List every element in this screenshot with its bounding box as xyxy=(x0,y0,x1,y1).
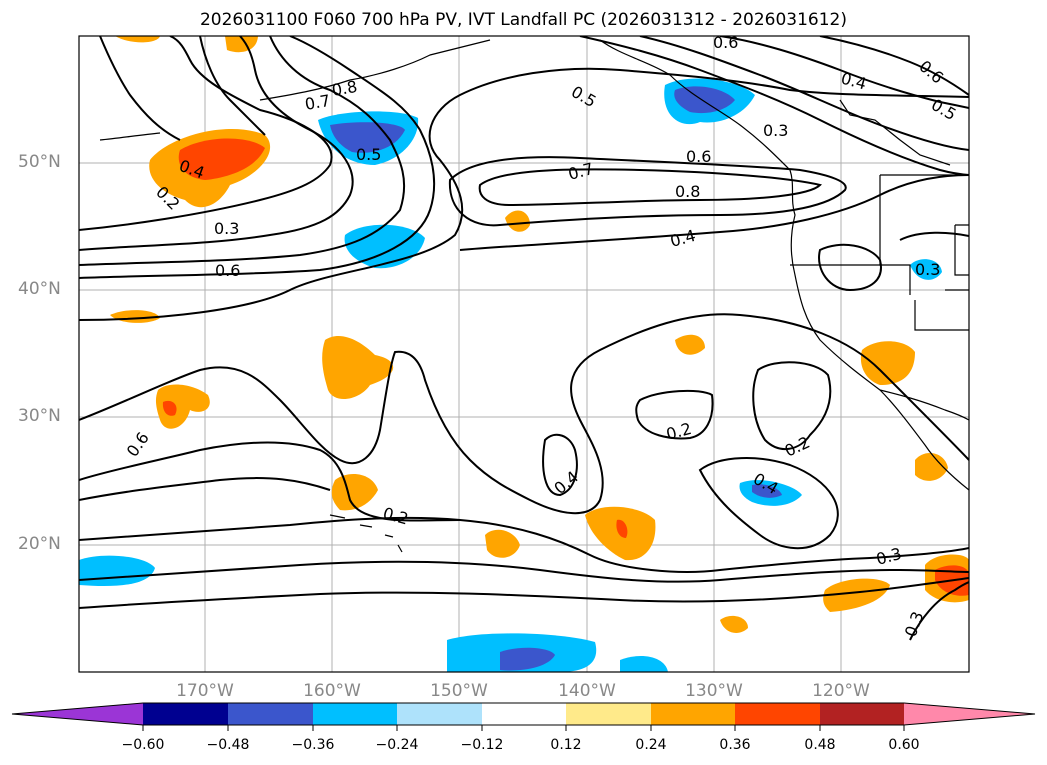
anomaly-positive-center-1 xyxy=(322,335,394,400)
colorbar-tick-label: 0.48 xyxy=(804,737,836,753)
anomaly-positive-south-1-core xyxy=(616,519,628,538)
anomaly-positive-small-1 xyxy=(505,210,530,232)
anomaly-positive-hawaii xyxy=(485,529,520,558)
coastlines xyxy=(99,39,969,553)
anomaly-positive-south-2 xyxy=(823,578,890,612)
contour-label-0-8-center: 0.8 xyxy=(675,182,700,201)
colorbar-bin-2 xyxy=(228,703,313,725)
lon-label-150w: 150°W xyxy=(430,681,488,701)
anomaly-negative-gulf-core xyxy=(330,122,405,153)
anomaly-positive-mexico xyxy=(915,453,948,481)
map-plot-area: 0.6 0.4 0.6 0.5 0.8 0.7 0.5 0.3 0.4 0.2 … xyxy=(79,33,969,672)
colorbar-tick-label: 0.24 xyxy=(635,737,667,753)
anomaly-positive-aleutian-core xyxy=(178,138,265,180)
colorbar-bin-8 xyxy=(735,703,820,725)
colorbar-bin-5 xyxy=(482,703,566,725)
colorbar-tick-label: 0.12 xyxy=(550,737,582,753)
colorbar-extend-low xyxy=(12,703,143,725)
anomaly-negative-south-2 xyxy=(620,656,668,672)
lon-label-160w: 160°W xyxy=(303,681,361,701)
anomaly-negative-bc-core xyxy=(674,86,735,114)
contour-label-0-3-west: 0.3 xyxy=(214,219,239,238)
colorbar-bin-7 xyxy=(651,703,735,725)
colorbar-tick-label: −0.60 xyxy=(121,737,165,753)
contour-label-0-5-gulf: 0.5 xyxy=(356,145,381,164)
lon-label-170w: 170°W xyxy=(176,681,234,701)
lat-label-30n: 30°N xyxy=(18,406,61,426)
anomaly-positive-west-2-core xyxy=(162,400,177,416)
map-title: 2026031100 F060 700 hPa PV, IVT Landfall… xyxy=(199,10,847,30)
colorbar-tick-label: −0.12 xyxy=(460,737,504,753)
anomaly-negative-east-core xyxy=(752,484,782,498)
colorbar-tick-label: 0.60 xyxy=(888,737,920,753)
anomaly-positive-west-2 xyxy=(155,384,210,429)
contour-label-0-3-bc: 0.3 xyxy=(763,121,788,140)
map-frame xyxy=(78,35,970,673)
gridlines xyxy=(79,36,969,672)
contour-lines xyxy=(79,36,969,641)
anomaly-negative-south-core xyxy=(500,647,555,671)
lon-label-130w: 130°W xyxy=(685,681,743,701)
lat-label-50n: 50°N xyxy=(18,152,61,172)
contour-label-group: 0.6 0.4 0.6 0.5 0.8 0.7 0.5 0.3 0.4 0.2 … xyxy=(123,33,960,639)
colorbar-tick-label: −0.48 xyxy=(206,737,250,753)
lat-label-40n: 40°N xyxy=(18,279,61,299)
contour-label-0-6-top: 0.6 xyxy=(713,33,738,52)
colorbar-bin-9 xyxy=(820,703,904,725)
anomaly-positive-coast xyxy=(860,341,915,385)
colorbar-bin-1 xyxy=(143,703,228,725)
colorbar-extend-high xyxy=(904,703,1035,725)
contour-label-0-3-idaho: 0.3 xyxy=(915,260,940,279)
colorbar xyxy=(11,702,1036,731)
contour-label-0-8-aleutian: 0.8 xyxy=(330,77,358,100)
lon-label-140w: 140°W xyxy=(558,681,616,701)
anomaly-positive-small-2 xyxy=(720,615,748,633)
contour-label-0-6-coast: 0.6 xyxy=(686,147,711,166)
anomaly-negative-idaho xyxy=(910,259,942,280)
lon-label-120w: 120°W xyxy=(812,681,870,701)
anomaly-positive-center-2 xyxy=(331,474,378,511)
colorbar-bin-6 xyxy=(566,703,651,725)
colorbar-tick-label: −0.24 xyxy=(375,737,419,753)
colorbar-bin-4 xyxy=(397,703,482,725)
anomaly-positive-east-1 xyxy=(675,334,705,355)
lat-label-20n: 20°N xyxy=(18,534,61,554)
colorbar-bin-3 xyxy=(313,703,397,725)
contour-label-0-7-aleutian: 0.7 xyxy=(303,91,331,114)
colorbar-tick-label: 0.36 xyxy=(719,737,751,753)
anomaly-positive-top-2 xyxy=(225,36,258,53)
contour-label-0-6-west: 0.6 xyxy=(215,261,240,280)
anomaly-positive-top-1 xyxy=(115,36,160,43)
colorbar-tick-label: −0.36 xyxy=(291,737,335,753)
